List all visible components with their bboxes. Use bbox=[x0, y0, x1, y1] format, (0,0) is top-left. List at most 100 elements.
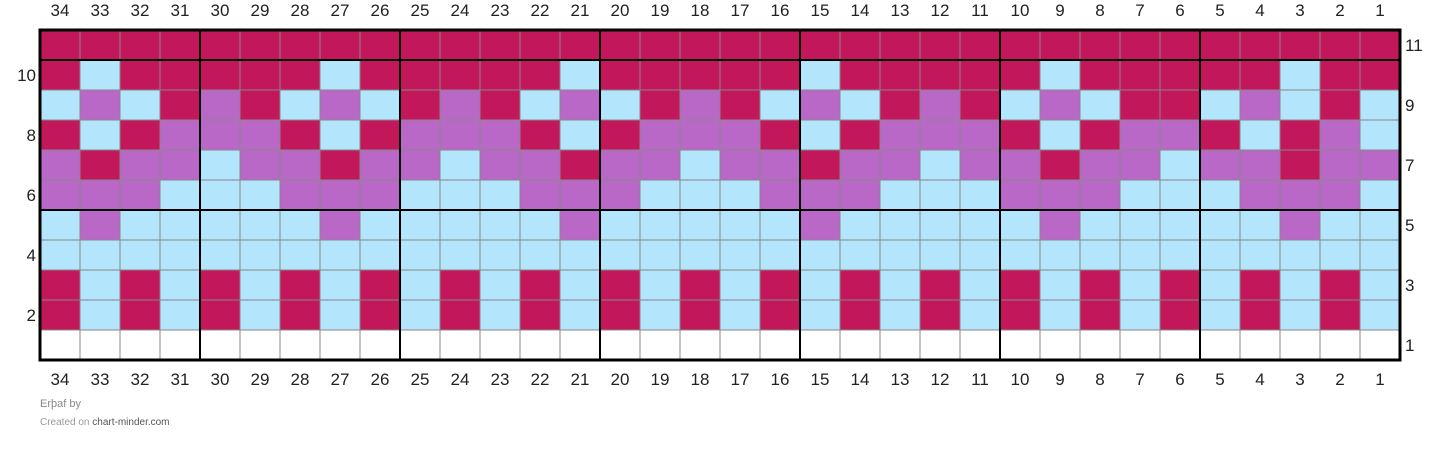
chart-cell bbox=[880, 120, 920, 150]
chart-cell bbox=[600, 300, 640, 330]
column-label-bottom: 22 bbox=[531, 370, 550, 389]
chart-cell bbox=[760, 240, 800, 270]
chart-cell bbox=[200, 330, 240, 360]
chart-cell bbox=[600, 30, 640, 60]
chart-cell bbox=[360, 60, 400, 90]
chart-cell bbox=[40, 300, 80, 330]
chart-cell bbox=[920, 30, 960, 60]
chart-cell bbox=[600, 180, 640, 210]
chart-cell bbox=[160, 270, 200, 300]
column-label-bottom: 12 bbox=[931, 370, 950, 389]
chart-cell bbox=[280, 270, 320, 300]
chart-cell bbox=[400, 270, 440, 300]
row-label-left: 4 bbox=[27, 246, 36, 265]
chart-cell bbox=[320, 90, 360, 120]
chart-cell bbox=[960, 330, 1000, 360]
chart-cell bbox=[600, 270, 640, 300]
site-link[interactable]: chart-minder.com bbox=[92, 417, 170, 428]
chart-cell bbox=[1040, 150, 1080, 180]
column-label-bottom: 25 bbox=[411, 370, 430, 389]
chart-cell bbox=[200, 60, 240, 90]
chart-cell bbox=[720, 90, 760, 120]
chart-cell bbox=[1240, 180, 1280, 210]
chart-cell bbox=[40, 60, 80, 90]
column-label-top: 25 bbox=[411, 1, 430, 20]
chart-cell bbox=[960, 210, 1000, 240]
chart-cell bbox=[160, 300, 200, 330]
chart-cell bbox=[1160, 270, 1200, 300]
column-label-bottom: 1 bbox=[1375, 370, 1384, 389]
chart-cell bbox=[40, 330, 80, 360]
chart-cell bbox=[1040, 180, 1080, 210]
chart-cell bbox=[1120, 120, 1160, 150]
chart-cell bbox=[240, 300, 280, 330]
chart-cell bbox=[560, 270, 600, 300]
chart-cell bbox=[1200, 210, 1240, 240]
chart-cell bbox=[720, 210, 760, 240]
chart-cell bbox=[480, 180, 520, 210]
chart-cell bbox=[600, 120, 640, 150]
chart-cell bbox=[1240, 150, 1280, 180]
chart-cell bbox=[680, 30, 720, 60]
chart-cell bbox=[1280, 300, 1320, 330]
chart-cell bbox=[480, 150, 520, 180]
chart-cell bbox=[880, 210, 920, 240]
chart-cell bbox=[600, 150, 640, 180]
chart-cell bbox=[1120, 60, 1160, 90]
chart-cell bbox=[1000, 120, 1040, 150]
chart-cell bbox=[1360, 120, 1400, 150]
chart-cell bbox=[480, 30, 520, 60]
chart-cell bbox=[1080, 270, 1120, 300]
chart-cell bbox=[160, 120, 200, 150]
chart-cell bbox=[440, 300, 480, 330]
chart-cell bbox=[1200, 330, 1240, 360]
chart-cell bbox=[920, 330, 960, 360]
chart-cell bbox=[1240, 270, 1280, 300]
chart-cell bbox=[760, 150, 800, 180]
chart-cell bbox=[120, 150, 160, 180]
chart-cell bbox=[1320, 180, 1360, 210]
chart-cell bbox=[720, 240, 760, 270]
column-label-bottom: 5 bbox=[1215, 370, 1224, 389]
chart-cell bbox=[960, 300, 1000, 330]
chart-cell bbox=[1320, 240, 1360, 270]
chart-cell bbox=[480, 90, 520, 120]
chart-cell bbox=[760, 330, 800, 360]
chart-cell bbox=[600, 210, 640, 240]
chart-cell bbox=[280, 90, 320, 120]
chart-cell bbox=[920, 90, 960, 120]
chart-cell bbox=[1280, 150, 1320, 180]
chart-cell bbox=[1320, 210, 1360, 240]
chart-cell bbox=[1080, 150, 1120, 180]
chart-cell bbox=[1000, 60, 1040, 90]
chart-cell bbox=[800, 60, 840, 90]
column-label-bottom: 21 bbox=[571, 370, 590, 389]
chart-cell bbox=[840, 60, 880, 90]
chart-cell bbox=[800, 30, 840, 60]
column-label-bottom: 10 bbox=[1011, 370, 1030, 389]
chart-cell bbox=[1120, 90, 1160, 120]
column-label-top: 9 bbox=[1055, 1, 1064, 20]
chart-cell bbox=[680, 240, 720, 270]
chart-cell bbox=[640, 30, 680, 60]
chart-cell bbox=[1320, 90, 1360, 120]
chart-cell bbox=[960, 270, 1000, 300]
credit-line: Created on chart-minder.com bbox=[40, 417, 170, 428]
chart-cell bbox=[1080, 180, 1120, 210]
chart-cell bbox=[160, 210, 200, 240]
chart-cell bbox=[200, 30, 240, 60]
chart-cell bbox=[1200, 30, 1240, 60]
chart-cell bbox=[880, 330, 920, 360]
column-label-bottom: 6 bbox=[1175, 370, 1184, 389]
chart-cell bbox=[520, 240, 560, 270]
column-label-top: 20 bbox=[611, 1, 630, 20]
chart-cell bbox=[640, 180, 680, 210]
column-label-bottom: 18 bbox=[691, 370, 710, 389]
chart-cell bbox=[320, 150, 360, 180]
chart-cell bbox=[1040, 60, 1080, 90]
chart-cell bbox=[1360, 30, 1400, 60]
chart-cell bbox=[1360, 90, 1400, 120]
chart-cell bbox=[160, 150, 200, 180]
chart-cell bbox=[560, 120, 600, 150]
chart-cell bbox=[840, 240, 880, 270]
